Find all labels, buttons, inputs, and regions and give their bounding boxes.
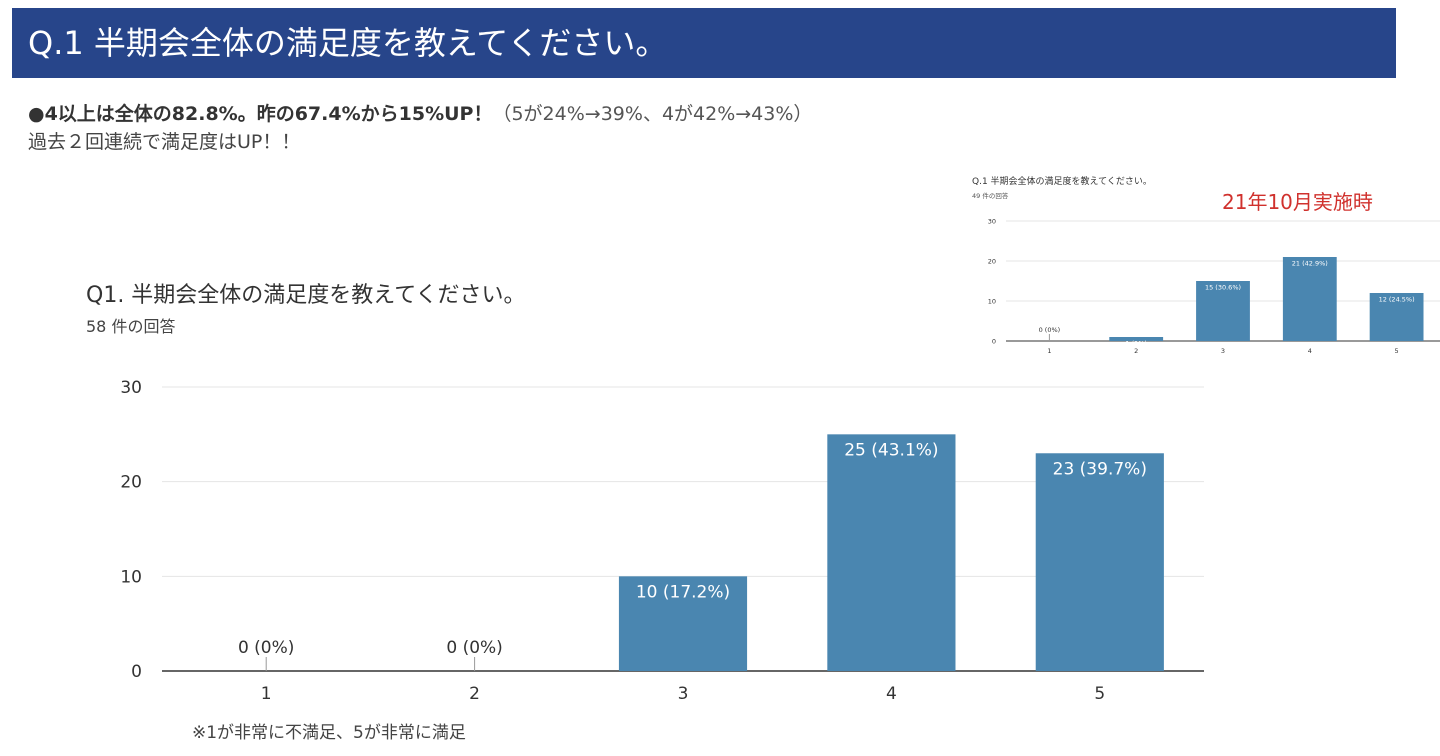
main-chart-bars: 0 (0%) 0 (0%) 10 (17.2%) 25 (43.1%) 23 (39.7… [238,434,1164,671]
bar-label: 12 (24.5%) [1379,296,1415,304]
x-tick-label: 2 [1134,347,1138,355]
x-tick-label: 5 [1094,684,1105,704]
inset-chart-title: Q.1 半期会全体の満足度を教えてください。 [972,175,1152,187]
bar-label: 25 (43.1%) [844,440,938,460]
bar-label: 1 (2%) [1125,340,1147,348]
inset-chart-xticks: 1 2 3 4 5 [1047,347,1398,355]
inset-date-label: 21年10月実施時 [1222,190,1373,214]
main-chart-subtitle: 58 件の回答 [86,317,175,336]
bar-label: 23 (39.7%) [1053,459,1147,479]
bar [1282,257,1337,341]
bar-label: 21 (42.9%) [1292,260,1328,268]
bar-label: 0 (0%) [238,638,294,658]
y-tick-label: 20 [988,257,996,265]
y-tick-label: 20 [120,473,142,493]
inset-chart: Q.1 半期会全体の満足度を教えてください。 49 件の回答 0 (0%) 1 (… [972,175,1440,355]
y-tick-label: 10 [988,297,996,305]
y-tick-label: 0 [131,662,142,682]
bar-label: 0 (0%) [1039,326,1061,334]
x-tick-label: 5 [1395,347,1399,355]
slide-title: Q.1 半期会全体の満足度を教えてください。 [28,24,668,62]
inset-chart-subtitle: 49 件の回答 [972,191,1009,200]
summary-bold: ●4以上は全体の82.8%。昨の67.4%から15%UP！ [28,103,493,125]
main-chart-yticks: 0 10 20 30 [120,378,142,682]
summary-text: ●4以上は全体の82.8%。昨の67.4%から15%UP！（5が24%→39%、… [28,100,812,156]
inset-chart-bars: 0 (0%) 1 (2%) 15 (30.6%) 21 (42.9%) 12 (24.5… [1039,257,1424,348]
main-chart-xticks: 1 2 3 4 5 [261,684,1105,704]
bar [1035,453,1164,671]
bar-label: 10 (17.2%) [636,582,730,602]
x-tick-label: 4 [1308,347,1312,355]
y-tick-label: 10 [120,567,142,587]
scale-note: ※1が非常に不満足、5が非常に満足 [192,723,466,743]
summary-line-1: ●4以上は全体の82.8%。昨の67.4%から15%UP！（5が24%→39%、… [28,100,812,128]
y-tick-label: 0 [992,337,996,345]
x-tick-label: 1 [1047,347,1051,355]
inset-chart-yticks: 0 10 20 30 [988,217,996,345]
y-tick-label: 30 [120,378,142,398]
bar-label: 15 (30.6%) [1205,284,1241,292]
bar [1196,281,1250,341]
x-tick-label: 3 [678,684,689,704]
summary-line-2: 過去２回連続で満足度はUP！！ [28,131,301,153]
bar [1369,293,1424,341]
x-tick-label: 4 [886,684,897,704]
x-tick-label: 1 [261,684,272,704]
bar-label: 0 (0%) [446,638,502,658]
x-tick-label: 2 [469,684,480,704]
main-chart-title: Q1. 半期会全体の満足度を教えてください。 [86,283,526,308]
y-tick-label: 30 [988,217,996,225]
bar [618,576,748,671]
bar [827,434,956,671]
x-tick-label: 3 [1221,347,1225,355]
main-chart: Q1. 半期会全体の満足度を教えてください。 58 件の回答 0 (0%) 0 (… [86,283,1204,704]
summary-detail: （5が24%→39%、4が42%→43%） [492,103,813,125]
slide-header: Q.1 半期会全体の満足度を教えてください。 [12,8,1396,78]
bar [1109,337,1164,341]
